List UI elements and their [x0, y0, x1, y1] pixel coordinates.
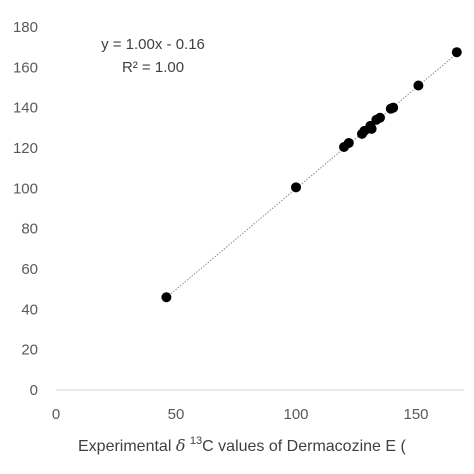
- data-point: [161, 292, 172, 303]
- x-tick-label: 100: [283, 406, 308, 423]
- y-tick-label: 120: [13, 140, 38, 157]
- data-point: [291, 182, 301, 193]
- x-tick-label: 50: [168, 406, 185, 423]
- data-point: [413, 80, 424, 91]
- y-tick-label: 60: [21, 261, 38, 278]
- data-point: [375, 112, 385, 123]
- y-axis-tick-labels: 0 20 40 60 80 100 120 140 160 180: [13, 19, 38, 399]
- x-tick-label: 0: [52, 406, 60, 423]
- y-tick-label: 160: [13, 59, 38, 76]
- data-points: [161, 47, 462, 303]
- x-axis-title-prefix: Experimental: [78, 438, 176, 455]
- y-tick-label: 0: [30, 382, 38, 399]
- y-tick-label: 180: [13, 19, 38, 36]
- x-axis-title-superscript: 13: [190, 435, 202, 447]
- y-tick-label: 40: [21, 301, 38, 318]
- x-axis-title-delta: δ: [176, 436, 186, 455]
- data-point: [451, 47, 462, 58]
- data-point: [366, 123, 377, 134]
- y-tick-label: 100: [13, 180, 38, 197]
- y-tick-label: 80: [21, 221, 38, 238]
- data-point: [343, 137, 354, 148]
- y-tick-label: 20: [21, 342, 38, 359]
- x-tick-label: 150: [403, 406, 428, 423]
- x-axis-tick-labels: 0 50 100 150: [52, 406, 429, 423]
- equation-label: y = 1.00x - 0.16: [101, 36, 205, 53]
- x-axis-title-suffix: C values of Dermacozine E (: [202, 438, 406, 455]
- trendline: [166, 53, 458, 298]
- x-axis-title: Experimental δ 13C values of Dermacozine…: [78, 435, 406, 455]
- data-point: [388, 102, 399, 113]
- y-tick-label: 140: [13, 100, 38, 117]
- r-squared-label: R² = 1.00: [122, 59, 184, 76]
